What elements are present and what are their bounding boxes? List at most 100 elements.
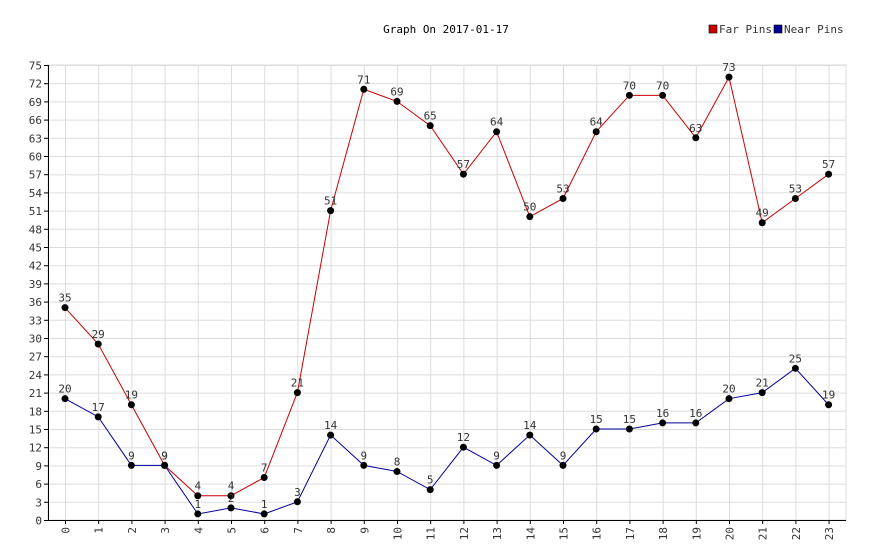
- x-tick-label: 16: [591, 527, 604, 540]
- x-tick-label: 15: [558, 527, 571, 540]
- data-label-far-pins: 57: [457, 158, 470, 171]
- x-tick-label: 7: [292, 527, 305, 534]
- y-tick-label: 36: [29, 296, 42, 309]
- data-label-near-pins: 15: [623, 413, 636, 426]
- data-label-near-pins: 20: [722, 383, 735, 396]
- data-point-near-pins: [260, 510, 268, 518]
- y-tick-label: 42: [29, 260, 42, 273]
- legend-label-far-pins: Far Pins: [719, 23, 772, 36]
- x-tick-label: 21: [757, 527, 770, 540]
- data-point-near-pins: [94, 413, 102, 421]
- data-label-far-pins: 35: [58, 292, 71, 305]
- data-point-far-pins: [426, 122, 434, 130]
- y-tick-label: 6: [35, 478, 42, 491]
- y-tick-label: 72: [29, 78, 42, 91]
- data-point-near-pins: [227, 504, 235, 512]
- y-tick-label: 30: [29, 333, 42, 346]
- data-point-near-pins: [459, 443, 467, 451]
- data-point-near-pins: [393, 467, 401, 475]
- y-tick-label: 63: [29, 132, 42, 145]
- legend-swatch-near-pins: [773, 24, 783, 34]
- data-label-near-pins: 16: [689, 407, 702, 420]
- x-tick-label: 9: [358, 527, 371, 534]
- data-label-near-pins: 21: [756, 377, 769, 390]
- legend-swatch-far-pins: [708, 24, 718, 34]
- data-label-far-pins: 9: [161, 449, 168, 462]
- y-tick-label: 57: [29, 169, 42, 182]
- data-point-near-pins: [526, 431, 534, 439]
- data-label-near-pins: 16: [656, 407, 669, 420]
- data-label-far-pins: 64: [490, 116, 504, 129]
- data-point-far-pins: [293, 389, 301, 397]
- data-point-far-pins: [625, 91, 633, 99]
- x-tick-label: 2: [126, 527, 139, 534]
- data-label-far-pins: 7: [261, 462, 268, 475]
- x-tick-label: 18: [657, 527, 670, 540]
- y-tick-label: 66: [29, 114, 42, 127]
- data-label-far-pins: 49: [756, 207, 769, 220]
- data-point-near-pins: [758, 389, 766, 397]
- data-point-near-pins: [692, 419, 700, 427]
- x-tick-label: 22: [790, 527, 803, 540]
- x-tick-label: 17: [624, 527, 637, 540]
- x-tick-label: 8: [325, 527, 338, 534]
- data-point-far-pins: [127, 401, 135, 409]
- data-point-near-pins: [825, 401, 833, 409]
- data-label-near-pins: 5: [427, 474, 434, 487]
- y-tick-label: 12: [29, 442, 42, 455]
- x-tick-label: 0: [60, 527, 73, 534]
- data-label-far-pins: 71: [357, 73, 370, 86]
- data-label-near-pins: 1: [261, 498, 268, 511]
- data-point-near-pins: [426, 486, 434, 494]
- data-point-far-pins: [61, 304, 69, 312]
- data-point-far-pins: [194, 492, 202, 500]
- y-tick-label: 27: [29, 351, 42, 364]
- data-label-far-pins: 63: [689, 122, 702, 135]
- data-label-far-pins: 19: [125, 389, 138, 402]
- axes: [48, 65, 846, 521]
- x-tick-label: 23: [823, 527, 836, 540]
- data-label-near-pins: 1: [194, 498, 201, 511]
- data-label-near-pins: 2: [228, 492, 235, 505]
- data-point-near-pins: [293, 498, 301, 506]
- plot-area: [47, 64, 847, 521]
- data-point-far-pins: [327, 207, 335, 215]
- data-point-far-pins: [493, 128, 501, 136]
- data-point-near-pins: [559, 461, 567, 469]
- data-point-far-pins: [825, 170, 833, 178]
- grid: [47, 64, 847, 521]
- data-point-far-pins: [592, 128, 600, 136]
- y-tick-label: 24: [29, 369, 43, 382]
- data-point-far-pins: [559, 194, 567, 202]
- x-tick-label: 3: [159, 527, 172, 534]
- x-tick-label: 4: [192, 527, 205, 534]
- data-point-near-pins: [327, 431, 335, 439]
- legend-label-near-pins: Near Pins: [784, 23, 844, 36]
- data-label-far-pins: 29: [92, 328, 105, 341]
- y-tick-label: 69: [29, 96, 42, 109]
- x-tick-label: 6: [259, 527, 272, 534]
- y-tick-label: 18: [29, 405, 42, 418]
- data-label-far-pins: 70: [656, 79, 669, 92]
- y-tick-label: 60: [29, 151, 42, 164]
- y-tick-label: 15: [29, 424, 42, 437]
- data-label-far-pins: 65: [424, 110, 437, 123]
- y-tick-label: 39: [29, 278, 42, 291]
- data-label-near-pins: 17: [92, 401, 105, 414]
- data-label-far-pins: 21: [291, 377, 304, 390]
- data-label-far-pins: 64: [590, 116, 604, 129]
- data-label-near-pins: 25: [789, 352, 802, 365]
- series-line-near-pins: [64, 367, 829, 515]
- data-label-far-pins: 57: [822, 158, 835, 171]
- x-axis-ticks: 0 1 2 3 4 5 6 7 8 9 10 11 12 13 14 15 16 17 18 19 20 21 22 23: [60, 520, 836, 540]
- data-label-far-pins: 73: [722, 61, 735, 74]
- data-label-near-pins: 12: [457, 431, 470, 444]
- data-point-far-pins: [227, 492, 235, 500]
- x-tick-label: 12: [458, 527, 471, 540]
- data-point-near-pins: [360, 461, 368, 469]
- x-tick-label: 1: [93, 527, 106, 534]
- data-label-near-pins: 9: [360, 449, 367, 462]
- y-tick-label: 21: [29, 387, 42, 400]
